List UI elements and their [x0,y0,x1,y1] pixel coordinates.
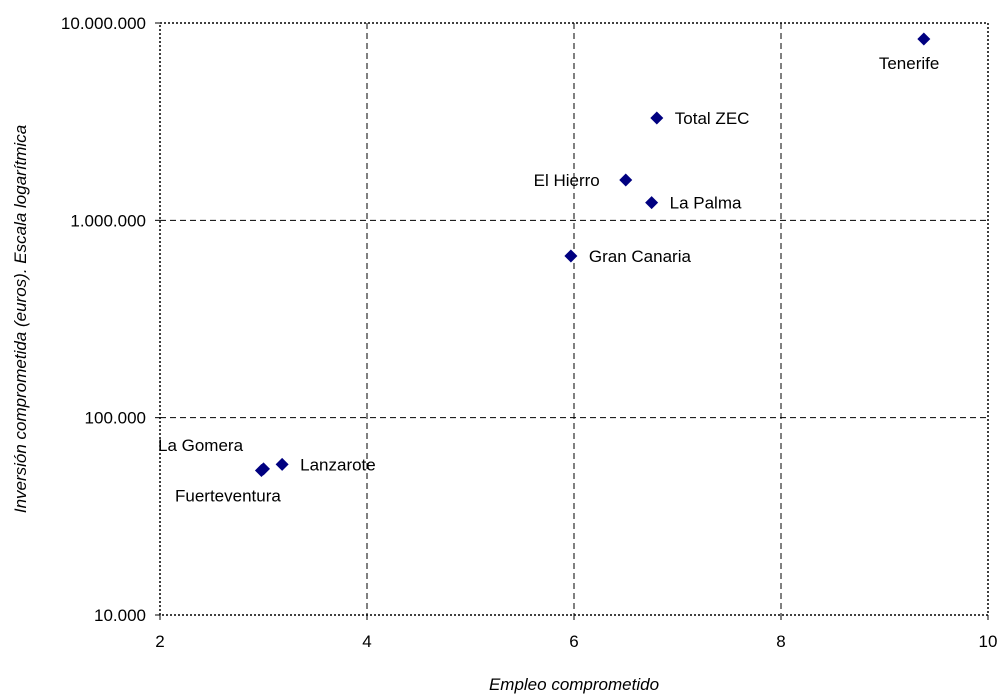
data-point [917,32,931,46]
point-label: Tenerife [879,54,939,73]
point-labels: Tenerife Total ZEC El Hierro La Palma Gran C… [158,54,939,506]
plot-area: Tenerife Total ZEC El Hierro La Palma Gran C… [158,22,989,616]
x-tick-label: 2 [155,632,164,651]
y-axis-title: Inversión comprometida (euros). Escala l… [11,125,30,513]
data-point [650,111,664,125]
point-label: La Palma [670,194,742,213]
y-tick-label: 1.000.000 [70,211,146,230]
data-point [645,196,659,210]
point-label: Fuerteventura [175,486,281,505]
point-label: Gran Canaria [589,247,692,266]
y-tick-label: 100.000 [85,409,146,428]
data-point [254,463,268,477]
point-label: Lanzarote [300,455,376,474]
x-axis-title: Empleo comprometido [489,675,659,694]
point-label: El Hierro [534,171,600,190]
point-label: Total ZEC [675,109,750,128]
data-point [564,249,578,263]
data-point [619,173,633,187]
y-tick-label: 10.000 [94,606,146,625]
y-tick-label: 10.000.000 [61,14,146,33]
x-tick-label: 4 [362,632,371,651]
x-tick-label: 10 [979,632,998,651]
x-axis-ticks: 2 4 6 8 10 [155,615,997,651]
data-points [254,32,931,477]
y-axis-ticks: 10.000 100.000 1.000.000 10.000.000 [61,14,160,625]
data-point [275,457,289,471]
x-tick-label: 6 [569,632,578,651]
point-label: La Gomera [158,436,244,455]
grid-lines [160,23,988,615]
x-tick-label: 8 [776,632,785,651]
